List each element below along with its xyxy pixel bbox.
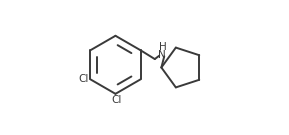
Text: Cl: Cl bbox=[112, 95, 122, 105]
Text: N: N bbox=[158, 50, 165, 60]
Text: Cl: Cl bbox=[78, 74, 89, 84]
Text: H: H bbox=[159, 42, 166, 52]
